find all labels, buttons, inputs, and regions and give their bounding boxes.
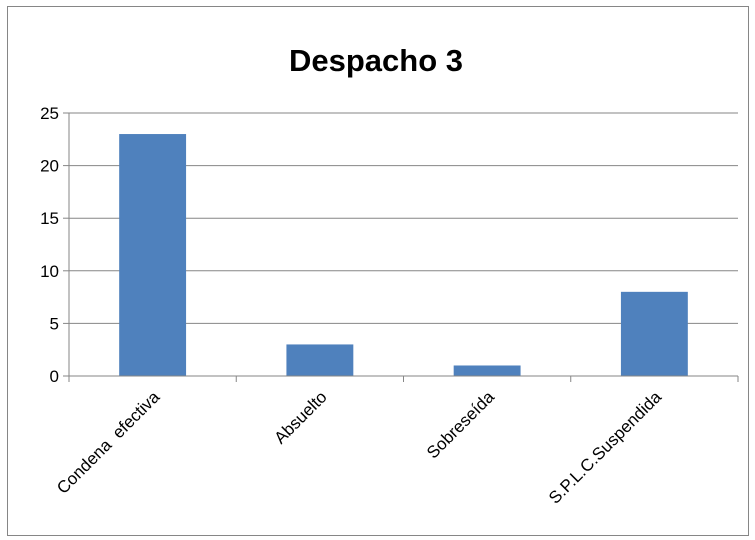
bars xyxy=(119,134,688,376)
y-tick-label: 15 xyxy=(40,209,59,228)
x-axis: Condena efectiva Absuelto Sobreseída S.P.L.… xyxy=(53,375,739,508)
x-tick-label: S.P.L.C.Suspendida xyxy=(545,387,666,508)
bar xyxy=(453,365,521,376)
chart-title: Despacho 3 xyxy=(289,43,463,78)
x-tick-label: Sobreseída xyxy=(423,387,498,462)
bar xyxy=(119,134,187,376)
bar xyxy=(286,344,354,376)
x-tick-label: Absuelto xyxy=(270,387,330,447)
y-tick-label: 10 xyxy=(40,262,59,281)
y-axis: 0 5 10 15 20 25 xyxy=(40,104,70,386)
chart-area: Despacho 3 0 5 10 15 20 25 Condena efectiva Ab… xyxy=(7,6,749,536)
y-tick-label: 25 xyxy=(40,104,59,123)
y-tick-label: 5 xyxy=(50,314,59,333)
bar-chart: Despacho 3 0 5 10 15 20 25 Condena efectiva Ab… xyxy=(40,43,739,508)
y-tick-label: 0 xyxy=(50,367,59,386)
bar xyxy=(620,291,688,376)
y-tick-label: 20 xyxy=(40,157,59,176)
x-tick-label: Condena efectiva xyxy=(53,387,164,498)
